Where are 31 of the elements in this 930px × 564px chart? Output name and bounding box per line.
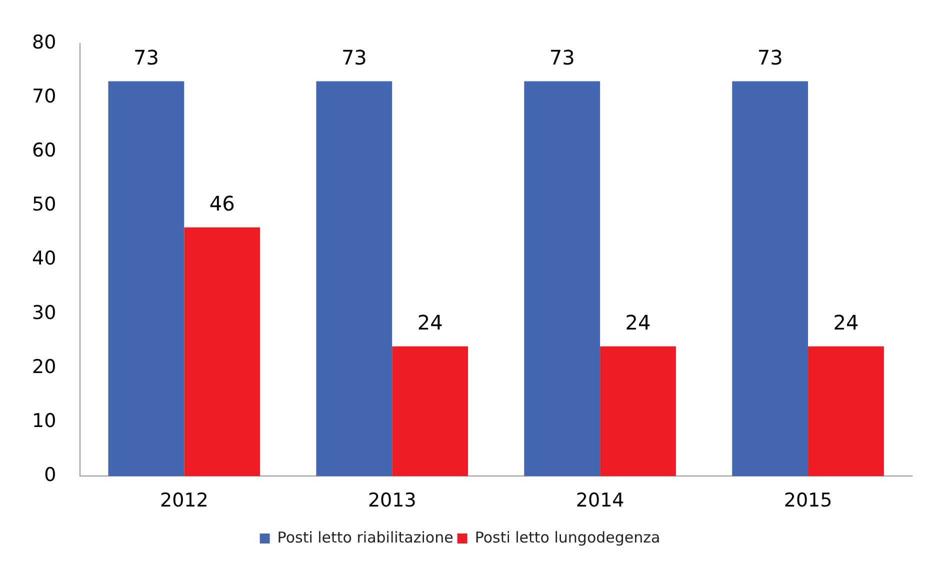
legend-label: Posti letto riabilitazione: [277, 528, 454, 546]
x-tick-label: 2012: [160, 490, 208, 512]
y-tick-label: 20: [32, 356, 56, 378]
y-tick-label: 50: [32, 194, 56, 216]
bar: [392, 346, 468, 476]
data-label: 73: [757, 45, 783, 70]
y-tick-label: 80: [32, 31, 56, 54]
bar: [600, 346, 676, 476]
y-tick-label: 10: [32, 410, 56, 432]
bar: [808, 346, 884, 476]
data-label: 73: [341, 45, 367, 70]
bar: [316, 81, 392, 476]
legend-label: Posti letto lungodegenza: [474, 528, 660, 546]
data-label: 73: [133, 45, 159, 70]
x-tick-label: 2013: [368, 490, 416, 512]
x-tick-label: 2014: [576, 490, 624, 512]
data-label: 24: [625, 310, 651, 335]
bar: [732, 81, 808, 476]
y-tick-label: 70: [32, 85, 56, 108]
x-tick-label: 2015: [784, 490, 832, 512]
y-tick-label: 40: [32, 248, 56, 270]
bar: [524, 81, 600, 476]
y-tick-label: 0: [44, 464, 56, 486]
y-tick-label: 60: [32, 140, 56, 162]
data-label: 24: [833, 310, 859, 335]
y-tick-label: 30: [32, 302, 56, 324]
bar: [184, 227, 260, 476]
data-label: 73: [549, 45, 575, 70]
data-label: 46: [209, 192, 235, 216]
data-label: 24: [417, 310, 443, 335]
bar: [108, 81, 184, 476]
